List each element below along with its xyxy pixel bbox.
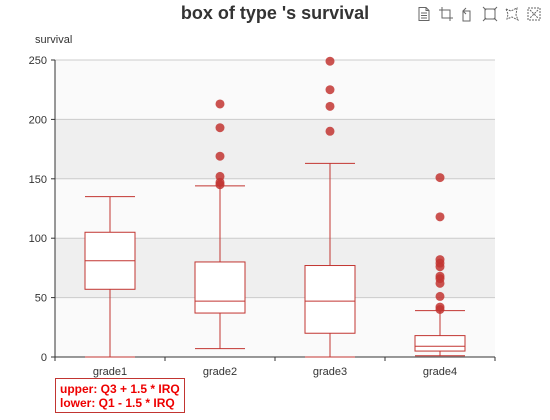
brush-clear-icon[interactable] xyxy=(526,6,542,22)
outlier-point xyxy=(435,291,445,301)
y-axis: 0 50 100 150 200 250 xyxy=(29,55,56,364)
outlier-point xyxy=(435,304,445,314)
outlier-point xyxy=(215,123,225,133)
y-tick-label: 150 xyxy=(29,174,47,186)
outlier-series xyxy=(215,56,445,314)
chart-title: box of type 's survival xyxy=(180,3,370,23)
y-tick-label: 50 xyxy=(35,293,47,305)
brush-lasso-icon[interactable] xyxy=(504,6,520,22)
toolbox xyxy=(416,6,542,24)
x-tick-label: grade4 xyxy=(423,366,457,378)
x-axis: grade1 grade2 grade3 grade4 xyxy=(54,356,496,378)
x-tick-label: grade3 xyxy=(313,366,347,378)
outlier-point xyxy=(435,262,445,272)
zoom-area-icon[interactable] xyxy=(438,6,454,22)
outlier-point xyxy=(325,126,335,136)
formula-note: upper: Q3 + 1.5 * IRQ lower: Q1 - 1.5 * … xyxy=(55,378,185,413)
y-tick-label: 200 xyxy=(29,114,47,126)
data-view-icon[interactable] xyxy=(416,6,432,22)
y-tick-label: 0 xyxy=(41,352,47,364)
note-lower: lower: Q1 - 1.5 * IRQ xyxy=(60,396,175,410)
restore-icon[interactable] xyxy=(482,6,498,22)
outlier-point xyxy=(435,278,445,288)
split-area-band xyxy=(55,119,495,179)
note-upper: upper: Q3 + 1.5 * IRQ xyxy=(60,382,180,396)
y-tick-label: 250 xyxy=(29,55,47,67)
split-area-bands xyxy=(55,60,495,357)
iqr-box xyxy=(414,335,466,352)
y-tick-label: 100 xyxy=(29,233,47,245)
outlier-point xyxy=(435,212,445,222)
x-tick-label: grade1 xyxy=(93,366,127,378)
x-tick-label: grade2 xyxy=(203,366,237,378)
box-grade1 xyxy=(84,196,136,358)
zoom-reset-icon[interactable] xyxy=(460,6,476,22)
outlier-point xyxy=(325,56,335,66)
y-axis-label: survival xyxy=(35,34,72,46)
outlier-point xyxy=(435,173,445,183)
outlier-point xyxy=(325,85,335,95)
iqr-box xyxy=(194,261,246,314)
outlier-point xyxy=(215,151,225,161)
box-grade3 xyxy=(304,162,356,358)
outlier-point xyxy=(325,101,335,111)
outlier-point xyxy=(215,99,225,109)
iqr-box xyxy=(304,265,356,334)
box-grade4 xyxy=(414,310,466,357)
box-grade2 xyxy=(194,185,246,350)
outlier-point xyxy=(215,180,225,190)
split-area-band xyxy=(55,178,495,239)
split-area-band xyxy=(55,60,495,120)
box-series xyxy=(84,162,466,358)
